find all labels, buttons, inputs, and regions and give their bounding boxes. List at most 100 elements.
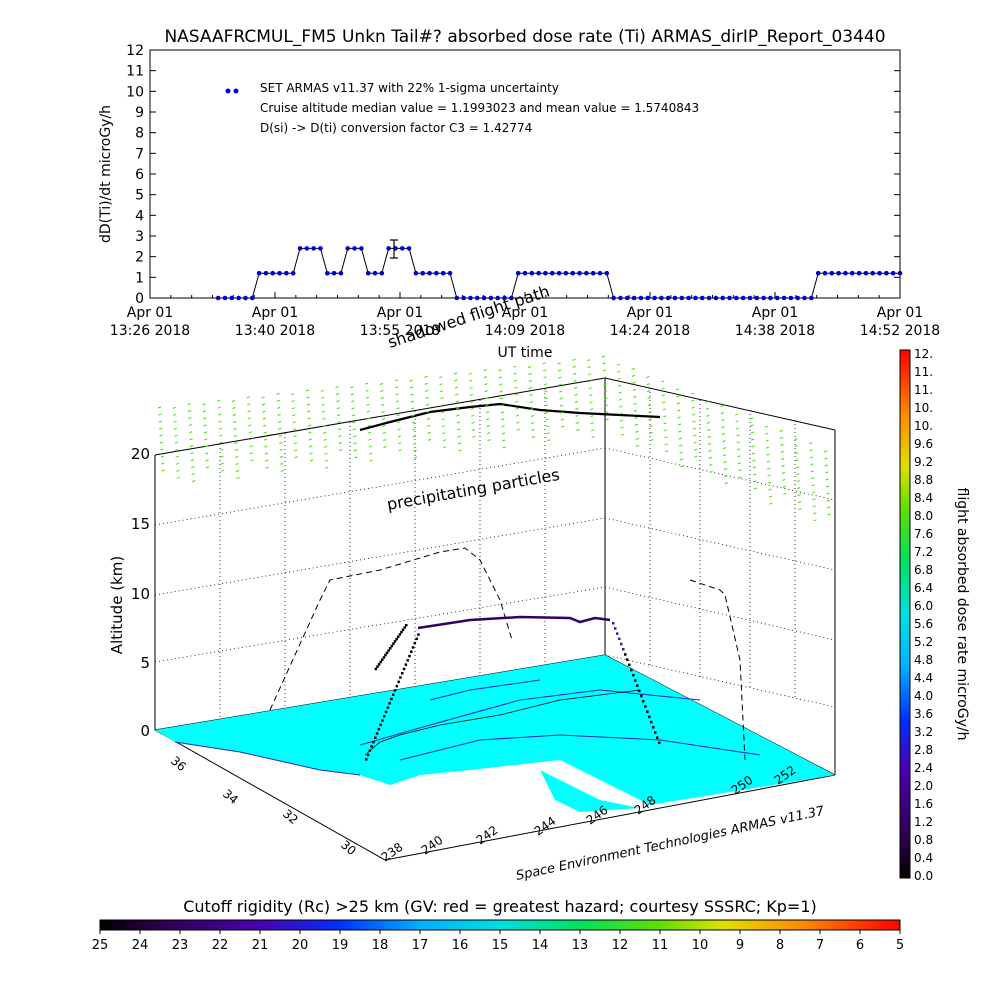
particle-mark: [753, 487, 758, 490]
particle-mark: [679, 444, 683, 447]
rigidity-colorbar-ticks: 25 24 23 22 21 20 19 18 17 16 15 14 13 12 11 10 9 8 7 6 5: [92, 930, 904, 953]
particle-mark: [369, 452, 373, 455]
dose-rate-point: [774, 295, 780, 301]
dose-rate-point: [236, 295, 241, 301]
particle-mark: [262, 410, 266, 413]
particle-mark: [663, 422, 667, 425]
ascent-point: [370, 745, 373, 748]
particle-mark: [262, 417, 266, 420]
particle-mark: [499, 397, 504, 400]
particle-mark: [205, 466, 210, 469]
dose-rate-point: [611, 295, 616, 301]
particle-mark: [291, 393, 295, 396]
particle-mark: [232, 407, 236, 409]
particle-mark: [455, 393, 459, 396]
particle-mark: [484, 390, 488, 393]
y-tick-label: 12: [126, 43, 144, 59]
chart-title: NASAAFRCMUL_FM5 Unkn Tail#? absorbed dos…: [164, 27, 885, 47]
particle-mark: [693, 434, 697, 437]
particle-mark: [665, 450, 669, 453]
rigidity-colorbar-label: Cutoff rigidity (Rc) >25 km (GV: red = g…: [183, 897, 817, 916]
particle-mark: [441, 411, 445, 414]
particle-mark: [398, 442, 402, 445]
particle-mark: [499, 390, 503, 393]
particle-mark: [321, 396, 325, 399]
dose-rate-point: [590, 270, 596, 276]
particle-mark: [396, 407, 400, 410]
particle-mark: [440, 404, 444, 407]
particle-mark: [335, 386, 339, 389]
particle-mark: [679, 451, 683, 454]
particle-mark: [693, 448, 698, 451]
particle-mark: [219, 434, 223, 437]
particle-mark: [587, 366, 591, 369]
particle-mark: [411, 414, 415, 417]
particle-mark: [354, 456, 358, 459]
y-tick-label: 2: [135, 250, 144, 266]
particle-mark: [546, 432, 550, 435]
particle-mark: [560, 418, 564, 421]
particle-mark: [365, 389, 369, 392]
particle-mark: [736, 441, 740, 444]
particle-mark: [369, 459, 373, 462]
particle-mark: [529, 394, 533, 396]
particle-mark: [721, 419, 725, 422]
particle-mark: [720, 412, 724, 415]
y-tick-label: 4: [135, 208, 144, 224]
particle-mark: [308, 438, 312, 441]
particle-mark: [218, 420, 222, 423]
particle-mark: [706, 421, 710, 424]
particle-mark: [187, 410, 192, 413]
z-tick-label: 15: [131, 515, 150, 533]
particle-mark: [248, 424, 252, 427]
dose-rate-colorbar-tick: 5.2: [914, 635, 933, 649]
ascent-point: [366, 753, 370, 757]
particle-mark: [722, 447, 726, 450]
ascent-point: [390, 697, 393, 701]
particle-mark: [161, 469, 165, 472]
particle-mark: [781, 457, 785, 460]
ascent-point: [393, 689, 397, 692]
particle-mark: [487, 439, 491, 442]
particle-mark: [620, 433, 624, 436]
ascent-point: [383, 715, 386, 718]
particle-mark: [619, 412, 623, 415]
latitude-tick-label: 36: [168, 754, 189, 775]
particle-mark: [232, 414, 236, 416]
particle-mark: [351, 407, 355, 410]
particle-mark: [647, 397, 651, 400]
dose-rate-point: [638, 295, 644, 301]
particle-mark: [205, 452, 209, 455]
particle-mark: [723, 468, 728, 471]
x-tick-date: Apr 01: [752, 305, 798, 321]
particle-mark: [190, 452, 194, 455]
particle-mark: [338, 435, 342, 438]
particle-mark: [677, 409, 681, 412]
particle-mark: [647, 390, 651, 393]
dose-rate-point: [693, 295, 698, 301]
particle-mark: [602, 369, 606, 372]
particle-mark: [634, 423, 638, 426]
ascent-point: [395, 637, 398, 641]
descent-point: [640, 694, 643, 698]
dose-rate-point: [563, 270, 569, 276]
particle-mark: [589, 401, 593, 404]
dose-rate-point: [795, 295, 801, 301]
dose-rate-point: [740, 295, 746, 301]
particle-mark: [277, 406, 281, 409]
particle-mark: [353, 435, 357, 438]
particle-mark: [794, 445, 798, 448]
dose-rate-colorbar-tick: 10.: [914, 401, 933, 415]
particle-mark: [591, 429, 595, 432]
dose-rate-point: [427, 270, 432, 276]
particle-mark: [308, 431, 312, 434]
particle-mark: [531, 429, 535, 431]
particle-mark: [501, 425, 505, 428]
ground-land-map: [155, 655, 835, 805]
particle-mark: [306, 396, 310, 399]
rigidity-tick-label: 7: [816, 938, 824, 953]
particle-mark: [752, 459, 756, 462]
particle-mark: [798, 508, 802, 511]
